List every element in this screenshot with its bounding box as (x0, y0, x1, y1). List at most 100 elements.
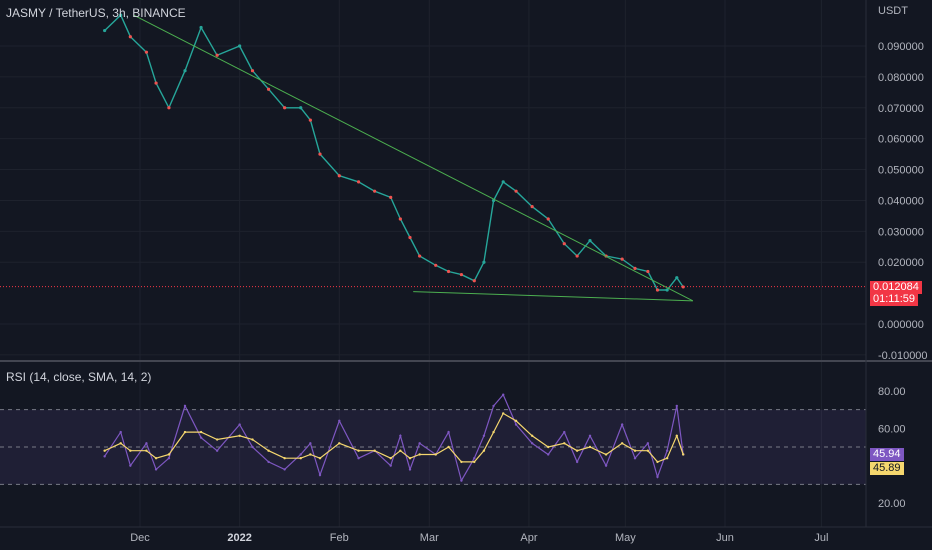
symbol-title[interactable]: JASMY / TetherUS, 3h, BINANCE (6, 6, 186, 20)
rsi-line-point (502, 393, 505, 396)
rsi-band (0, 409, 866, 485)
price-point (356, 180, 361, 184)
price-point (128, 35, 132, 39)
price-point (681, 285, 685, 289)
rsi-sma-line-point (154, 457, 158, 460)
rsi-line-point (482, 434, 486, 437)
time-tick-label: Dec (130, 532, 150, 544)
rsi-line-point (620, 423, 624, 426)
rsi-sma-line-point (183, 430, 187, 434)
grid-lines (0, 0, 866, 527)
rsi-line-point (145, 442, 148, 445)
price-point (250, 69, 255, 73)
price-point (398, 217, 402, 221)
rsi-line-point (646, 442, 650, 445)
rsi-line-point (283, 468, 286, 471)
price-point (588, 239, 592, 243)
time-tick-label: Mar (420, 532, 439, 544)
price-point (373, 189, 377, 193)
rsi-tick-label: 20.00 (878, 498, 906, 510)
price-point (501, 180, 505, 184)
rsi-sma-line-point (682, 453, 685, 456)
rsi-sma-line-point (299, 457, 302, 460)
rsi-sma-tag: 45.89 (870, 462, 904, 475)
rsi-line-point (460, 479, 463, 482)
rsi-line-point (530, 442, 534, 445)
rsi-sma-line-point (620, 442, 624, 445)
rsi-line-point (447, 430, 450, 434)
rsi-line-point (547, 453, 550, 456)
rsi-sma-line-point (447, 445, 450, 449)
price-point (665, 288, 669, 292)
price-point (308, 118, 312, 122)
price-point (646, 269, 650, 274)
price-tick-label: 0.020000 (878, 257, 924, 269)
rsi-line-point (492, 404, 495, 408)
rsi-tick-label: 60.00 (878, 423, 906, 435)
rsi-line-point (604, 464, 608, 467)
rsi-sma-line-point (389, 457, 392, 460)
countdown-tag: 01:11:59 (870, 293, 919, 306)
rsi-series (103, 393, 685, 483)
rsi-line-point (575, 460, 579, 464)
rsi-sma-line-point (588, 445, 592, 449)
price-point (530, 205, 534, 209)
rsi-line-point (183, 404, 187, 408)
price-point (215, 53, 219, 57)
price-point (620, 257, 624, 261)
rsi-line-point (418, 442, 421, 445)
price-point (655, 288, 660, 292)
price-tick-label: 0.070000 (878, 103, 924, 115)
rsi-sma-line-point (656, 460, 659, 464)
price-point (299, 106, 303, 110)
rsi-line-point (299, 453, 302, 456)
price-point (514, 189, 518, 193)
price-point (633, 266, 637, 270)
rsi-legend[interactable]: RSI (14, close, SMA, 14, 2) (6, 370, 152, 384)
price-tick-label: 0.060000 (878, 134, 924, 146)
price-point (183, 69, 187, 73)
rsi-line-point (675, 404, 678, 408)
rsi-sma-line-point (473, 460, 476, 464)
price-point (675, 276, 679, 280)
price-point (199, 25, 203, 30)
rsi-line-point (514, 423, 518, 426)
rsi-sma-line-point (199, 430, 203, 434)
rsi-line-point (357, 457, 360, 460)
price-point (283, 106, 287, 110)
rsi-sma-line-point (215, 438, 219, 441)
rsi-sma-line-point (418, 453, 421, 456)
rsi-line-point (238, 423, 241, 426)
rsi-line-point (656, 475, 659, 479)
time-tick-label: May (615, 532, 636, 544)
rsi-line-point (588, 434, 592, 437)
rsi-line-point (309, 442, 312, 445)
rsi-sma-line-point (399, 449, 402, 452)
price-tick-label: 0.030000 (878, 226, 924, 238)
price-line (104, 13, 684, 291)
rsi-sma-line-point (434, 453, 437, 456)
time-tick-label: Jul (814, 532, 828, 544)
rsi-sma-line-point (338, 442, 341, 445)
price-point (103, 28, 107, 33)
rsi-line-point (408, 468, 412, 471)
rsi-value-tag: 45.94 (870, 448, 904, 461)
price-point (337, 174, 341, 178)
rsi-sma-line-point (318, 457, 322, 460)
price-point (562, 242, 566, 246)
rsi-sma-line-point (514, 419, 518, 423)
axes: 0.090000 0.080000 0.070000 0.060000 0.050000… (130, 41, 927, 544)
price-tick-label: 0.090000 (878, 41, 924, 53)
price-point (144, 50, 149, 54)
rsi-sma-line-point (283, 457, 286, 460)
rsi-line-point (473, 457, 476, 460)
price-point (472, 279, 476, 283)
time-tick-label: Jun (716, 532, 734, 544)
rsi-sma-line-point (646, 449, 650, 452)
rsi-tick-label: 80.00 (878, 386, 906, 398)
price-point (154, 81, 158, 85)
price-series (0, 13, 866, 302)
currency-unit: USDT (878, 5, 908, 17)
price-tick-label: 0.050000 (878, 165, 924, 177)
